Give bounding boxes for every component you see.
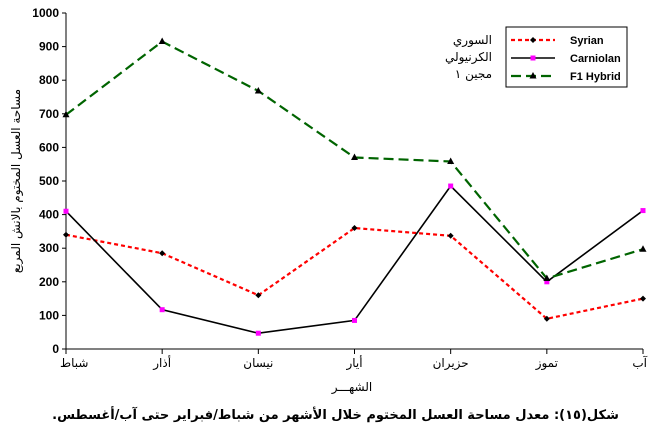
data-point xyxy=(159,307,165,313)
data-point xyxy=(352,317,357,323)
data-point xyxy=(529,72,537,79)
y-tick-label: 100 xyxy=(39,308,59,322)
chart-annotation: السوري الكرنيولي مجين ١ xyxy=(445,33,492,82)
legend-label: Carniolan xyxy=(570,53,621,65)
x-tick-label: شباط xyxy=(60,356,88,370)
y-tick-label: 200 xyxy=(39,275,59,289)
y-axis-label: مساحة العسل المختوم بالانش المربع xyxy=(9,89,24,273)
series-line xyxy=(65,226,644,320)
data-point xyxy=(544,279,550,285)
series-f1-hybrid xyxy=(62,37,647,281)
y-tick-label: 0 xyxy=(52,342,59,356)
x-tick-label: أيار xyxy=(345,355,362,371)
y-tick-label: 900 xyxy=(39,40,59,54)
legend-label: F1 Hybrid xyxy=(570,71,621,83)
data-point xyxy=(640,295,646,302)
series-carniolan xyxy=(63,183,646,336)
y-tick-label: 300 xyxy=(39,241,59,255)
data-point xyxy=(447,232,454,239)
data-point xyxy=(640,208,646,214)
series-layer xyxy=(62,37,647,336)
annotation-line: مجين ١ xyxy=(455,67,492,82)
y-tick-label: 1000 xyxy=(32,6,59,20)
x-tick-label: أذار xyxy=(152,355,171,371)
data-point xyxy=(447,157,455,165)
x-tick-label: تموز xyxy=(535,356,558,371)
data-point xyxy=(158,37,166,45)
x-tick-label: نيسان xyxy=(243,356,273,370)
legend: Syrian Carniolan F1 Hybrid xyxy=(505,26,628,88)
y-tick-label: 600 xyxy=(39,140,59,154)
data-point xyxy=(530,37,536,43)
data-point xyxy=(639,245,647,252)
data-point xyxy=(255,292,262,299)
data-point xyxy=(448,183,454,189)
y-tick-label: 400 xyxy=(39,208,59,222)
y-tick-label: 800 xyxy=(39,73,59,87)
y-tick-label: 500 xyxy=(39,174,59,188)
data-point xyxy=(255,330,261,336)
legend-label: Syrian xyxy=(570,35,604,47)
data-point xyxy=(63,208,69,214)
data-point xyxy=(62,110,70,118)
data-point xyxy=(543,315,550,322)
data-point xyxy=(63,231,69,238)
figure-caption: شكل(١٥): معدل مساحة العسل المختوم خلال ا… xyxy=(52,408,619,423)
y-axis-ticks: 0 100 200 300 400 500 600 700 800 900 1000 xyxy=(32,6,66,356)
series-syrian xyxy=(63,225,646,322)
x-tick-label: حزيران xyxy=(433,356,469,371)
data-point xyxy=(351,225,358,232)
x-axis-label: الشهـــر xyxy=(331,380,372,395)
x-axis-ticks: شباط أذار نيسان أيار حزيران تموز آب xyxy=(60,349,648,371)
y-tick-label: 700 xyxy=(39,107,59,121)
data-point xyxy=(159,250,166,257)
data-point xyxy=(543,274,551,281)
data-point xyxy=(530,55,536,61)
annotation-line: الكرنيولي xyxy=(445,50,492,65)
data-point xyxy=(254,86,262,94)
series-line xyxy=(65,184,644,335)
data-point xyxy=(351,153,358,160)
x-tick-label: آب xyxy=(632,355,647,370)
annotation-line: السوري xyxy=(453,33,492,48)
